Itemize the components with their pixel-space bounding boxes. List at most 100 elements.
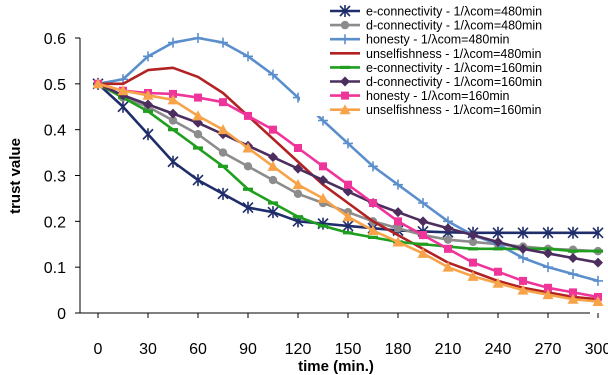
series-marker [519, 276, 527, 285]
legend: e-connectivity - 1/λcom=480mind-connecti… [300, 0, 608, 117]
series-marker [593, 257, 603, 268]
series-marker [318, 115, 328, 126]
series-marker [243, 51, 253, 62]
series-marker [417, 247, 429, 258]
x-tick-label: 180 [385, 341, 412, 358]
series-marker [318, 175, 328, 186]
series-layer [92, 33, 604, 307]
y-tick-label: 0.4 [44, 123, 66, 140]
series-marker [268, 69, 278, 80]
series-marker [194, 93, 202, 102]
y-tick-label: 0 [57, 306, 66, 323]
legend-item: honesty - 1/λcom=160min [330, 89, 510, 103]
series-marker [567, 293, 579, 304]
series-marker [518, 253, 528, 263]
series-marker [169, 89, 177, 98]
legend-label: unselfishness - 1/λcom=480min [366, 47, 541, 61]
legend-label: unselfishness - 1/λcom=160min [366, 103, 541, 117]
series-marker [369, 199, 377, 207]
legend-item: d-connectivity - 1/λcom=480min [330, 19, 542, 33]
series-marker [368, 161, 378, 172]
y-tick-label: 0.5 [44, 77, 66, 94]
legend-item: unselfishness - 1/λcom=480min [330, 47, 541, 61]
series-marker [468, 230, 478, 241]
series-marker [168, 108, 178, 119]
series-marker [367, 225, 379, 235]
series-marker [393, 207, 403, 218]
x-tick-label: 60 [189, 341, 207, 358]
series-marker [341, 91, 349, 100]
series-marker [568, 269, 578, 280]
series-marker [267, 160, 279, 171]
series-marker [543, 248, 553, 259]
y-tick-label: 0.3 [44, 169, 66, 186]
series-marker [242, 201, 254, 214]
series-marker [494, 267, 502, 276]
series-marker [418, 216, 428, 227]
series-marker [568, 253, 578, 263]
series-marker [342, 211, 354, 222]
x-tick-label: 210 [435, 341, 462, 358]
series-marker [117, 100, 129, 113]
series-marker [167, 94, 179, 105]
series-marker [444, 244, 452, 253]
legend-item: honesty - 1/λcom=480min [330, 33, 510, 47]
series-marker [342, 219, 354, 232]
legend-label: e-connectivity - 1/λcom=160min [366, 61, 542, 75]
series-marker [192, 174, 204, 187]
series-marker [167, 155, 179, 168]
series-marker [344, 180, 352, 189]
series-marker [218, 148, 228, 157]
legend-item: e-connectivity - 1/λcom=160min [330, 61, 542, 75]
legend-label: d-connectivity - 1/λcom=480min [366, 19, 542, 33]
series-marker [269, 125, 277, 134]
series-marker [442, 261, 454, 272]
series-marker [217, 187, 229, 200]
series-marker [493, 236, 503, 247]
series-marker [492, 277, 504, 288]
series-marker [517, 226, 529, 239]
series-marker [92, 78, 104, 89]
x-tick-label: 30 [139, 341, 157, 358]
x-tick-label: 90 [239, 341, 257, 358]
series-marker [443, 223, 453, 234]
series-marker [394, 217, 402, 226]
legend-label: honesty - 1/λcom=480min [366, 33, 510, 47]
series-marker [293, 163, 303, 174]
y-axis-ticks: 0 0.1 0.2 0.3 0.4 0.5 0.6 [44, 31, 80, 323]
series-marker [593, 275, 603, 286]
series-marker [244, 111, 252, 120]
series-marker [518, 243, 528, 254]
series-marker [217, 124, 229, 135]
series-marker [542, 226, 554, 239]
legend-label: d-connectivity - 1/λcom=160min [366, 75, 542, 89]
series-marker [268, 175, 278, 185]
series-marker [242, 142, 254, 153]
series-marker [293, 189, 303, 199]
series-marker [392, 236, 404, 247]
y-axis-title: trust value [7, 138, 24, 214]
series-marker [467, 270, 479, 281]
series-marker [418, 198, 428, 208]
series-marker [193, 130, 203, 139]
series-marker [419, 231, 427, 240]
legend-label: e-connectivity - 1/λcom=480min [366, 5, 542, 19]
series-marker [243, 162, 253, 171]
series-marker [142, 128, 154, 141]
series-marker [168, 37, 178, 48]
y-tick-label: 0.1 [44, 260, 66, 277]
series-marker [517, 284, 529, 295]
x-axis-ticks: 0 30 60 90 120 150 180 210 240 270 300 [94, 313, 608, 358]
series-marker [268, 152, 278, 163]
x-tick-label: 270 [535, 341, 562, 358]
x-tick-label: 150 [335, 341, 362, 358]
series-marker [469, 258, 477, 267]
series-marker [343, 138, 353, 149]
series-marker [443, 235, 453, 244]
series-marker [168, 116, 178, 125]
series-marker [340, 76, 350, 87]
legend-item: e-connectivity - 1/λcom=480min [330, 5, 542, 19]
series-marker [319, 162, 327, 171]
series-marker [542, 289, 554, 300]
series-marker [340, 20, 350, 30]
